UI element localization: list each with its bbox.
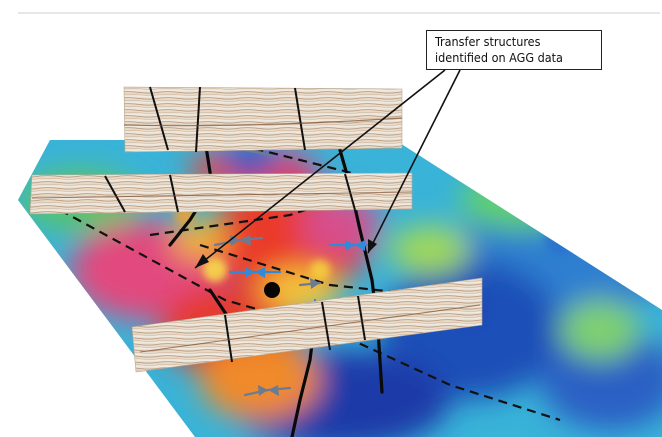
central-marker xyxy=(264,282,280,298)
callout-line-2: identified on AGG data xyxy=(435,50,563,65)
seismic-section-front xyxy=(131,277,483,373)
callout-line-1: Transfer structures xyxy=(435,34,541,49)
seismic-section-middle xyxy=(29,172,413,215)
callout-arrowheads xyxy=(195,239,377,268)
callout-box: Transfer structures identified on AGG da… xyxy=(426,30,602,70)
seismic-section-back xyxy=(123,86,403,153)
callout-leader-lines xyxy=(194,69,461,269)
